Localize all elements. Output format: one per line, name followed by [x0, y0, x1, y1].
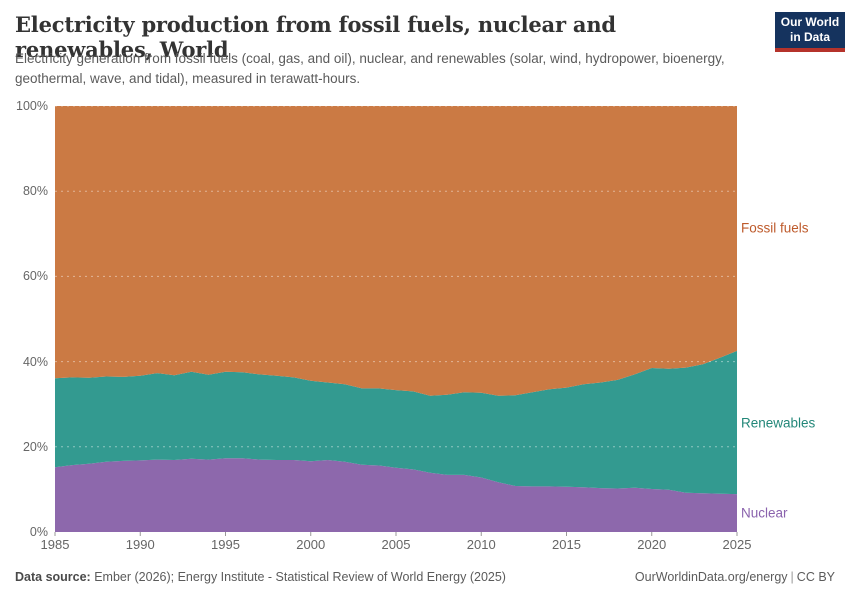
y-axis-label-40: 40%	[22, 354, 48, 369]
x-axis-label-1990: 1990	[125, 537, 155, 552]
owid-logo-line2: in Data	[789, 30, 830, 44]
series-label-fossil-fuels[interactable]: Fossil fuels	[741, 220, 809, 236]
y-axis-label-60: 60%	[22, 269, 48, 284]
x-axis-label-2000: 2000	[296, 537, 326, 552]
owid-logo[interactable]: Our World in Data	[775, 12, 845, 52]
x-axis-label-2010: 2010	[466, 537, 496, 552]
data-source-text: Ember (2026); Energy Institute - Statist…	[94, 570, 506, 584]
x-axis-label-2025: 2025	[722, 537, 752, 552]
x-axis-label-1985: 1985	[40, 537, 70, 552]
x-axis-label-2005: 2005	[381, 537, 411, 552]
series-label-nuclear[interactable]: Nuclear	[741, 505, 788, 521]
footer-right: OurWorldinData.org/energy | CC BY	[635, 570, 835, 584]
owid-url-link[interactable]: OurWorldinData.org/energy	[634, 570, 788, 584]
y-axis-label-100: 100%	[16, 99, 48, 113]
series-label-renewables[interactable]: Renewables	[741, 415, 816, 431]
x-axis-label-2020: 2020	[637, 537, 667, 552]
owid-logo-band: Our World in Data	[775, 12, 845, 48]
area-nuclear[interactable]	[55, 458, 737, 532]
owid-logo-stripe	[775, 48, 845, 52]
x-axis-label-1995: 1995	[211, 537, 240, 552]
area-fossil-fuels[interactable]	[55, 106, 737, 396]
owid-logo-line1: Our World	[780, 15, 840, 29]
page-title: Electricity production from fossil fuels…	[15, 12, 616, 63]
y-axis-label-80: 80%	[22, 184, 48, 199]
area-renewables[interactable]	[55, 350, 737, 495]
y-axis-label-0: 0%	[29, 525, 48, 539]
y-axis-label-20: 20%	[22, 439, 48, 454]
license-link[interactable]: CC BY	[796, 570, 835, 584]
chart-footer: Data source: Ember (2026); Energy Instit…	[15, 570, 835, 584]
x-axis-label-2015: 2015	[552, 537, 581, 552]
data-source-label: Data source:	[15, 570, 91, 584]
chart-subtitle: Electricity generation from fossil fuels…	[15, 51, 725, 86]
data-source-note: Data source: Ember (2026); Energy Instit…	[15, 570, 506, 584]
footer-separator: |	[790, 570, 794, 584]
